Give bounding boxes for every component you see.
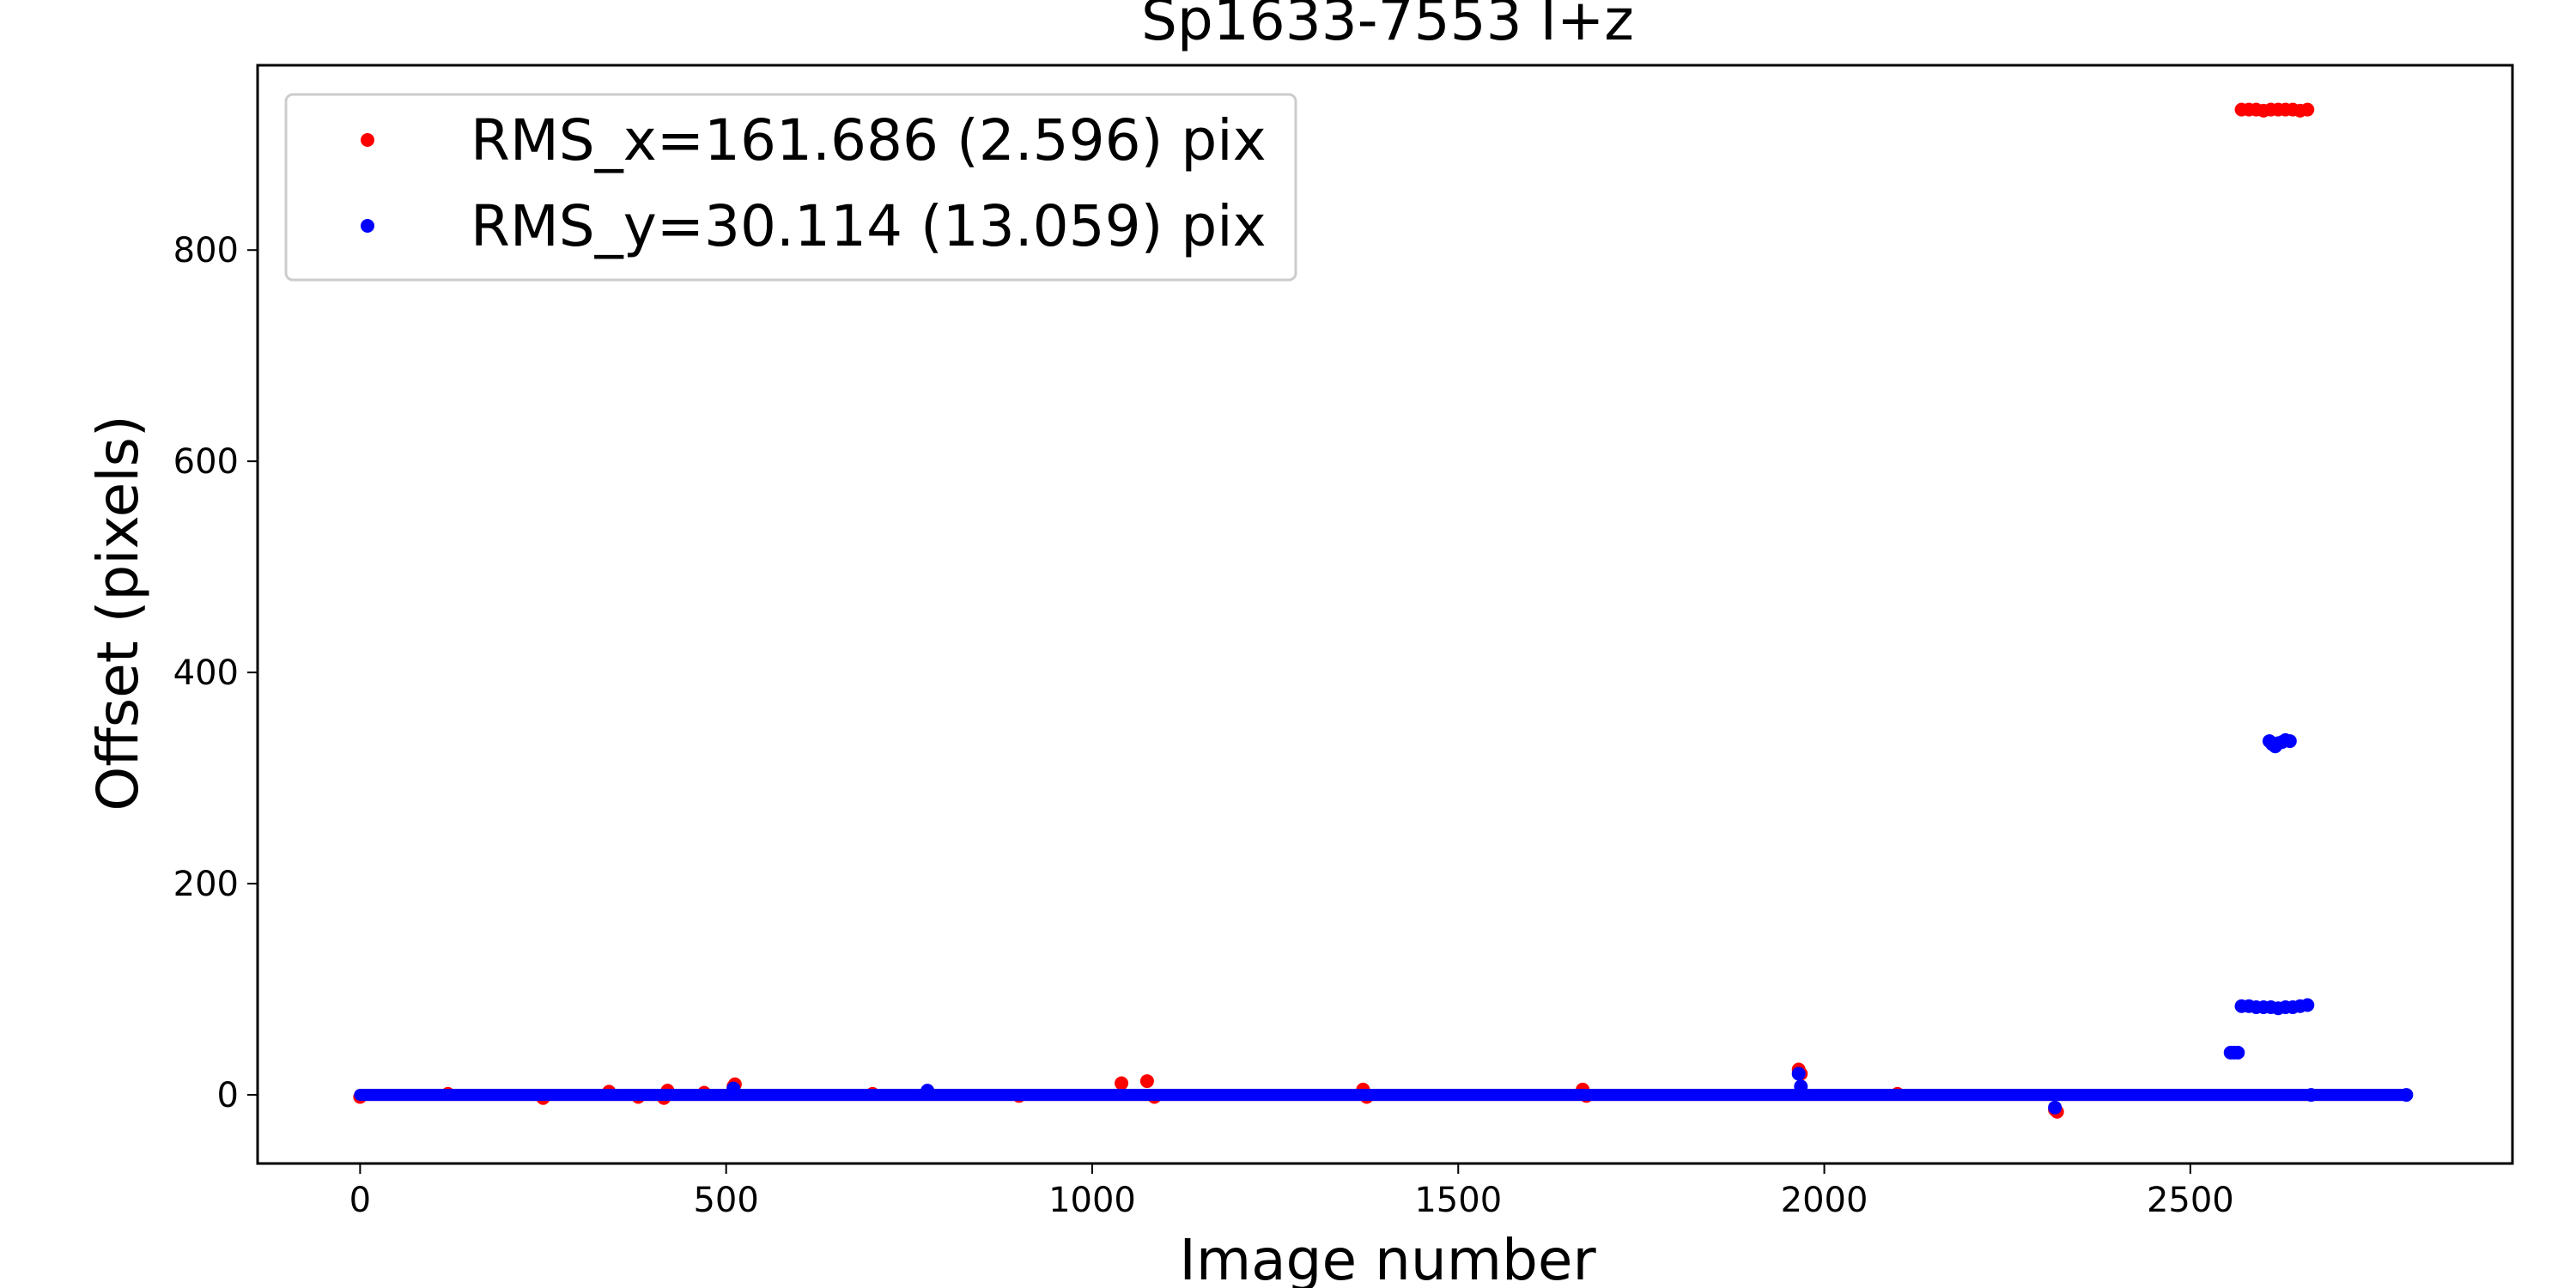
- plot-area-marks: [353, 102, 2414, 1119]
- legend-marker-series-2: [361, 219, 374, 233]
- y-tick-label: 0: [217, 1076, 239, 1115]
- series-2-point: [2231, 1045, 2245, 1060]
- series-1-point: [2300, 102, 2315, 117]
- y-tick-label: 600: [173, 442, 239, 482]
- x-tick-label: 0: [349, 1181, 371, 1220]
- series-2-point: [1791, 1066, 1806, 1081]
- y-tick-label: 800: [173, 231, 239, 270]
- series-2-point: [2282, 734, 2297, 749]
- x-tick-label: 2500: [2147, 1181, 2234, 1220]
- series-2-point: [2048, 1100, 2063, 1115]
- x-tick-label: 2000: [1781, 1181, 1868, 1220]
- series-1-point: [1139, 1074, 1154, 1089]
- y-axis: 0 200 400 600 800: [173, 231, 258, 1115]
- legend-marker-series-1: [361, 133, 374, 147]
- legend-box: [284, 93, 1297, 282]
- series-2-point: [920, 1084, 935, 1098]
- series-2-point: [2300, 998, 2315, 1012]
- y-axis-label: Offset (pixels): [85, 415, 151, 811]
- legend-label-series-2: RMS_y=30.114 (13.059) pix: [471, 193, 1267, 259]
- series-2-point: [726, 1081, 741, 1096]
- series-2-point: [2304, 1088, 2318, 1103]
- y-tick-label: 200: [173, 865, 239, 904]
- x-tick-label: 1500: [1414, 1181, 1502, 1220]
- chart-title: Sp1633-7553 I+z: [1141, 0, 1634, 53]
- x-axis: 0 500 1000 1500 2000 2500: [349, 1163, 2234, 1220]
- x-tick-label: 1000: [1048, 1181, 1136, 1220]
- plot-frame: [256, 64, 2514, 1165]
- series-2-point: [2399, 1088, 2414, 1103]
- legend: RMS_x=161.686 (2.596) pix RMS_y=30.114 (1…: [284, 93, 1297, 282]
- y-tick-label: 400: [173, 653, 239, 693]
- series-1-point: [1115, 1076, 1129, 1091]
- series-2-point: [1794, 1079, 1808, 1094]
- legend-label-series-1: RMS_x=161.686 (2.596) pix: [471, 107, 1267, 173]
- x-axis-label: Image number: [1179, 1227, 1596, 1288]
- x-tick-label: 500: [693, 1181, 758, 1220]
